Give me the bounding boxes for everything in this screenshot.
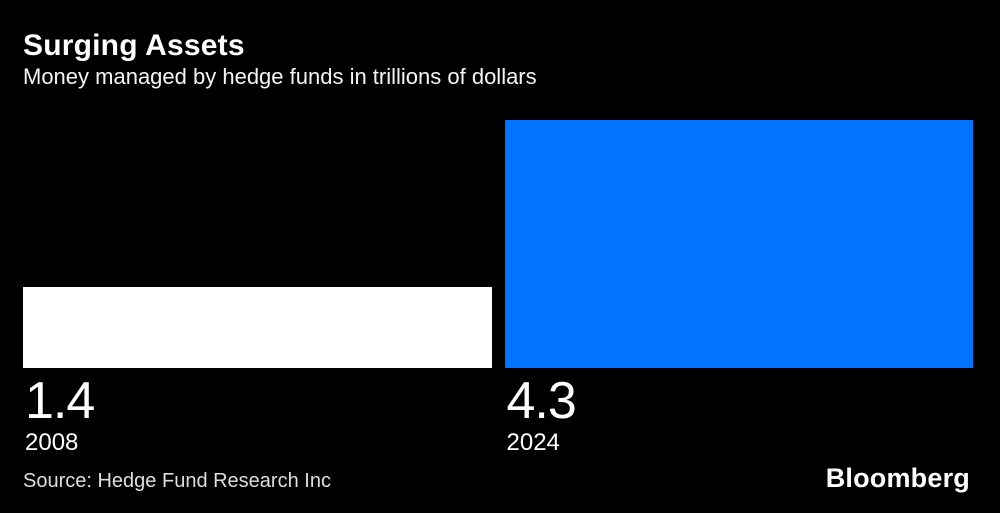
category-label-2008: 2008 (25, 429, 79, 457)
value-label-2024: 4.3 (506, 372, 577, 430)
labels-2008: 1.4 2008 (25, 372, 95, 457)
value-label-2008: 1.4 (25, 372, 95, 430)
source-note: Source: Hedge Fund Research Inc (23, 470, 331, 492)
bar-2024 (504, 120, 973, 368)
bar-group-2024: 4.3 2024 (504, 120, 973, 456)
bar-group-2008: 1.4 2008 (23, 120, 492, 456)
chart-title: Surging Assets (23, 29, 245, 62)
bloomberg-logo: Bloomberg (825, 463, 970, 493)
category-label-2024: 2024 (506, 429, 560, 457)
chart-subtitle: Money managed by hedge funds in trillion… (23, 64, 537, 89)
bar-2008 (23, 287, 492, 368)
plot-area: 1.4 2008 4.3 2024 (23, 120, 973, 456)
labels-2024: 4.3 2024 (506, 372, 577, 457)
